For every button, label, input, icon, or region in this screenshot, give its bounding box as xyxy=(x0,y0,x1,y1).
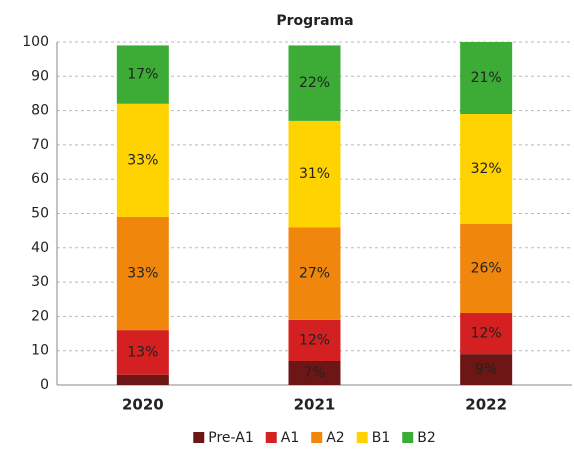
bar-segment xyxy=(116,103,169,217)
data-label: 12% xyxy=(471,326,502,342)
bar-segment xyxy=(116,374,169,385)
legend: Pre-A1 A1 A2 B1 B2 xyxy=(193,430,436,446)
data-label: 27% xyxy=(299,266,330,282)
legend-swatch xyxy=(402,432,414,443)
y-tick-label: 0 xyxy=(40,377,49,393)
x-tick-label: 2022 xyxy=(465,396,507,414)
data-label: 22% xyxy=(299,75,330,91)
bar-segment xyxy=(288,227,341,320)
y-tick-label: 10 xyxy=(31,343,49,359)
data-label: 7% xyxy=(303,365,325,381)
y-tick-label: 40 xyxy=(31,240,49,256)
data-label: 33% xyxy=(127,266,158,282)
legend-swatch xyxy=(265,432,277,443)
x-tick-label: 2020 xyxy=(122,396,164,414)
bar-segment xyxy=(460,354,513,385)
bar-segment xyxy=(288,45,341,121)
data-label: 32% xyxy=(471,161,502,177)
y-tick-label: 90 xyxy=(31,68,49,84)
data-label: 12% xyxy=(299,332,330,348)
data-label: 17% xyxy=(127,67,158,83)
y-tick-label: 60 xyxy=(31,171,49,187)
bar-segment xyxy=(460,223,513,313)
data-label: 13% xyxy=(127,344,158,360)
data-label: 9% xyxy=(475,362,497,378)
bar-segment xyxy=(288,319,341,361)
bar-segment xyxy=(116,330,169,375)
bar-segment xyxy=(288,120,341,228)
legend-label: B2 xyxy=(417,430,436,446)
y-tick-label: 20 xyxy=(31,308,49,324)
bar-segment xyxy=(460,114,513,224)
bar-segment xyxy=(116,216,169,331)
data-label: 31% xyxy=(299,166,330,182)
legend-label: Pre-A1 xyxy=(208,430,254,446)
y-tick-label: 100 xyxy=(22,34,49,50)
bar-segment xyxy=(460,312,513,355)
y-tick-label: 50 xyxy=(31,206,49,222)
y-tick-label: 30 xyxy=(31,274,49,290)
data-label: 33% xyxy=(127,152,158,168)
data-label: 26% xyxy=(471,260,502,276)
y-tick-label: 80 xyxy=(31,103,49,119)
chart-title: Programa xyxy=(276,13,353,29)
x-tick-label: 2021 xyxy=(294,396,336,414)
legend-swatch xyxy=(193,432,205,443)
y-tick-label: 70 xyxy=(31,137,49,153)
legend-label: A1 xyxy=(281,430,299,446)
legend-label: B1 xyxy=(372,430,391,446)
bar-segment xyxy=(460,42,513,115)
legend-label: A2 xyxy=(326,430,344,446)
bar-segment xyxy=(116,45,169,104)
bar-segment xyxy=(288,360,341,385)
legend-swatch xyxy=(356,432,368,443)
legend-swatch xyxy=(311,432,323,443)
data-label: 21% xyxy=(471,70,502,86)
